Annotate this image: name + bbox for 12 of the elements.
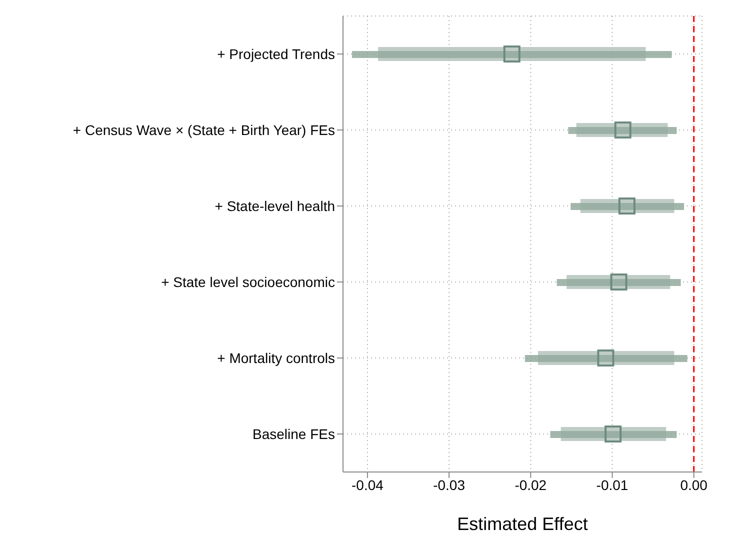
y-tick-label: + Projected Trends [217,46,335,62]
x-tick-label: -0.02 [514,476,547,493]
x-tick-label: 0.00 [680,476,708,493]
x-tick-label: -0.04 [352,476,384,493]
x-tick-label: -0.01 [596,476,628,493]
y-tick-label: Baseline FEs [252,426,335,442]
x-tick-label: -0.03 [433,476,466,493]
y-tick-label: + State-level health [214,198,335,214]
x-axis-title: Estimated Effect [457,514,588,534]
y-tick-label: + State level socioeconomic [161,274,335,290]
y-tick-label: + Mortality controls [217,350,335,366]
y-tick-label: + Census Wave × (State + Birth Year) FEs [72,122,335,138]
